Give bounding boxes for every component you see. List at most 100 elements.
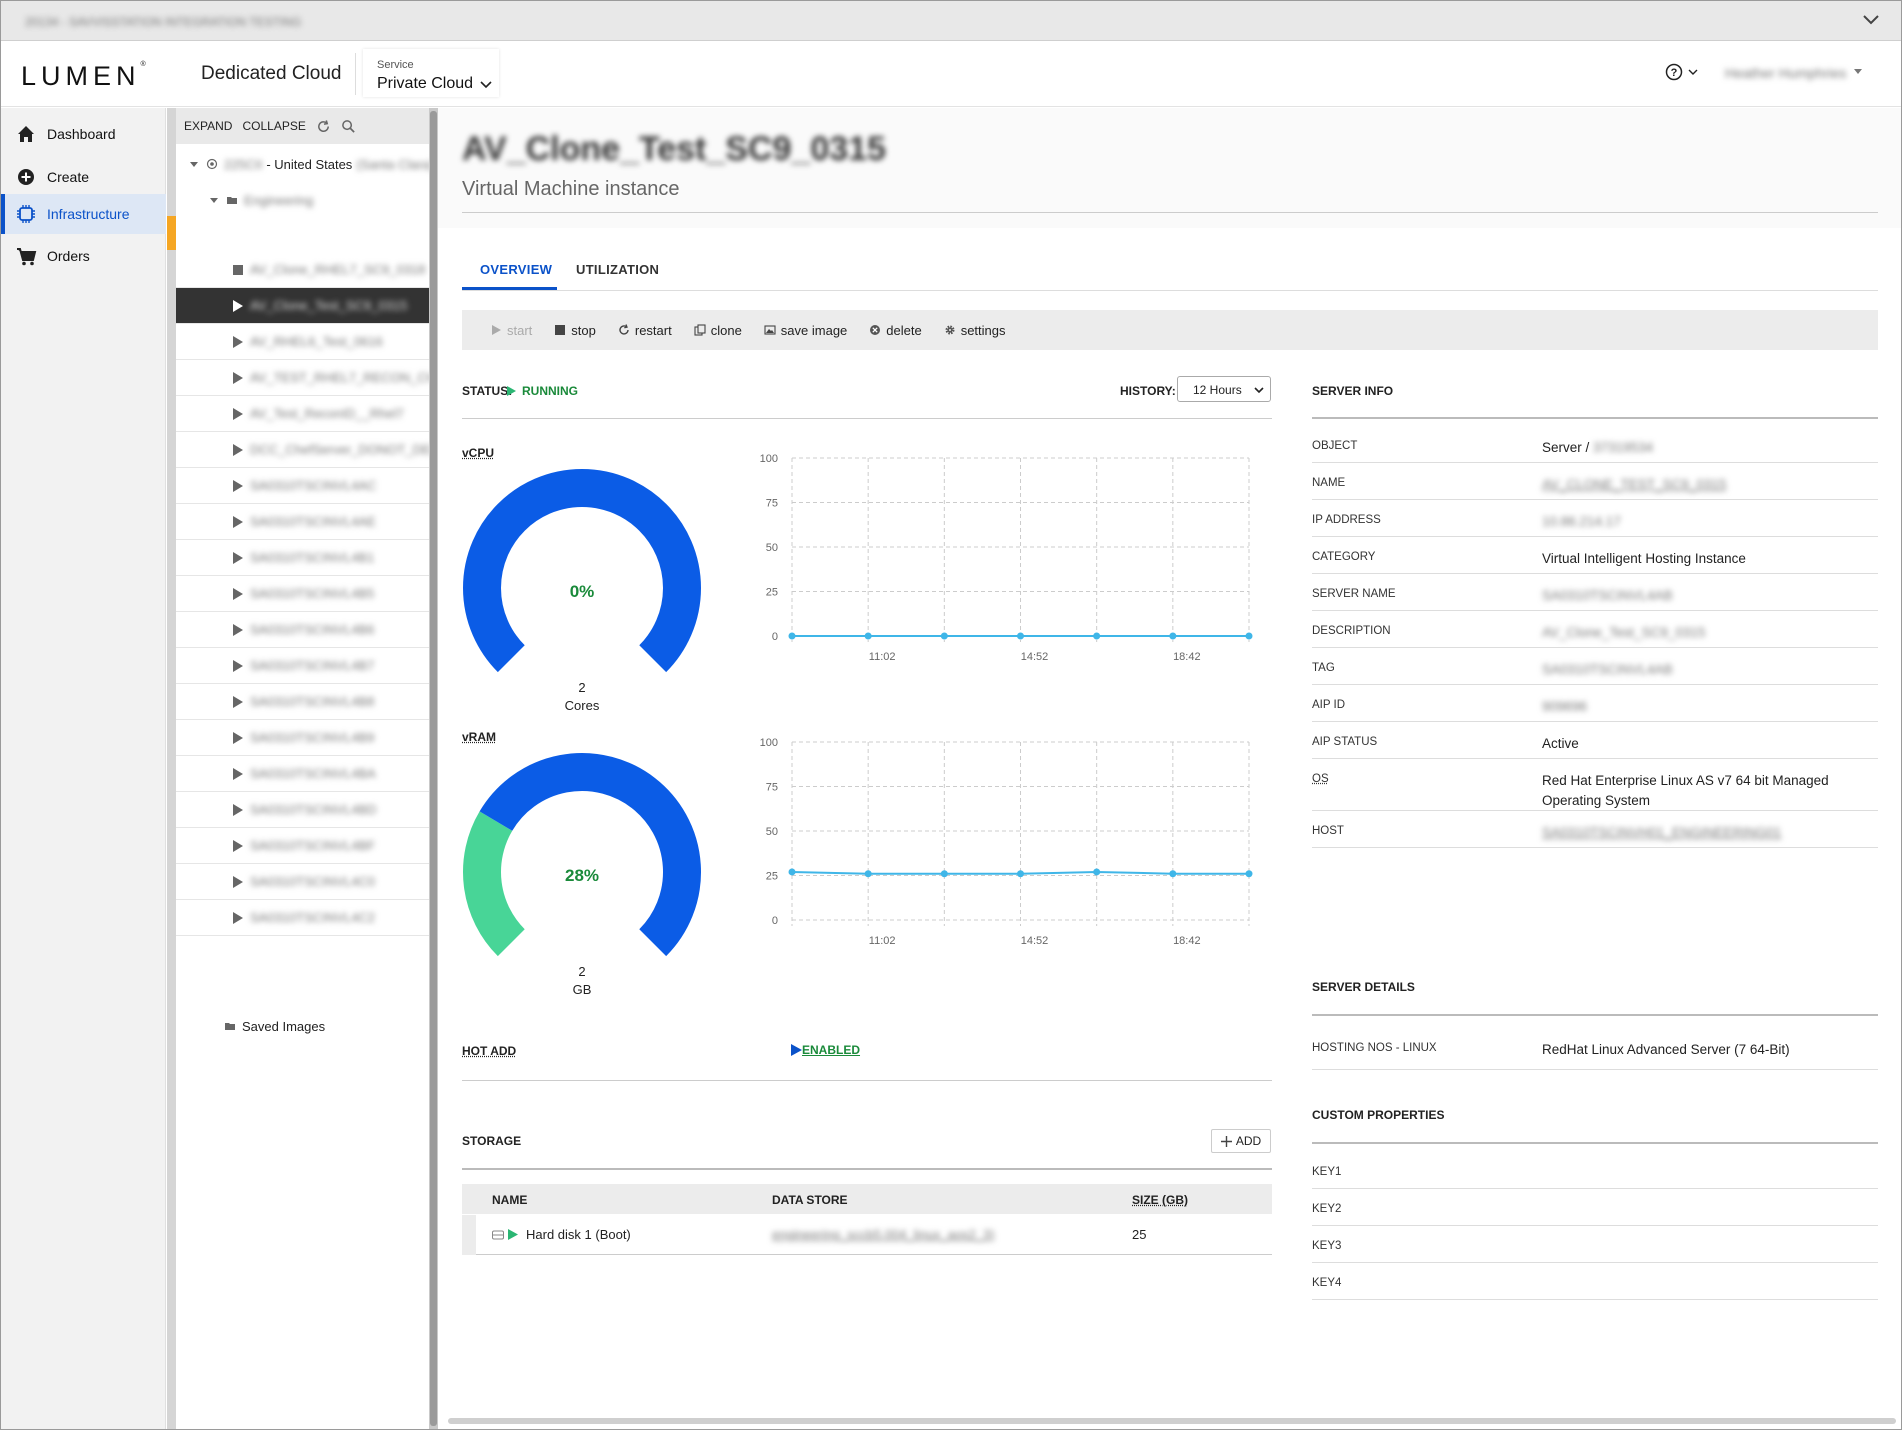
data-point bbox=[940, 632, 948, 640]
chevron-down-icon[interactable] bbox=[1687, 66, 1699, 78]
hot-add-toggle[interactable]: ENABLED bbox=[790, 1043, 860, 1057]
tree-item-label: SA0310TSCINVL4B5 bbox=[250, 586, 375, 601]
tree-item[interactable]: SA0310TSCINVL4C0 bbox=[176, 864, 429, 900]
nav-create[interactable]: Create bbox=[1, 157, 166, 197]
play-icon bbox=[492, 325, 501, 335]
tree-saved-images[interactable]: Saved Images bbox=[176, 1008, 429, 1044]
add-storage-button[interactable]: ADD bbox=[1211, 1129, 1271, 1153]
disk-name: Hard disk 1 (Boot) bbox=[526, 1227, 631, 1242]
tree-highlight-marker bbox=[167, 216, 176, 250]
y-tick-label: 25 bbox=[766, 587, 778, 599]
y-tick-label: 0 bbox=[772, 915, 778, 927]
action-bar: start stop restart clone save image dele… bbox=[462, 310, 1878, 350]
stop-button[interactable]: stop bbox=[554, 323, 596, 338]
data-point bbox=[1169, 870, 1177, 878]
status-label: STATUS: bbox=[462, 384, 513, 398]
nav-orders[interactable]: Orders bbox=[1, 236, 166, 276]
col-size[interactable]: SIZE (GB) bbox=[1132, 1193, 1188, 1207]
storage-label: STORAGE bbox=[462, 1134, 522, 1148]
tree-item[interactable]: SA0310TSCINVL4B6 bbox=[176, 612, 429, 648]
data-point bbox=[1245, 632, 1253, 640]
tab-utilization[interactable]: UTILIZATION bbox=[576, 262, 660, 277]
expand-button[interactable]: EXPAND bbox=[184, 119, 233, 133]
tree-item[interactable]: SA0310TSCINVL4AC bbox=[176, 468, 429, 504]
delete-button[interactable]: delete bbox=[869, 323, 922, 338]
tree-item[interactable]: DCC_ChefServer_DONOT_DEL bbox=[176, 432, 429, 468]
vram-count: 2 bbox=[578, 964, 586, 979]
server-info-key: HOST bbox=[1312, 825, 1344, 837]
nav-label: Create bbox=[47, 169, 90, 185]
server-info-row: DESCRIPTION AV_Clone_Test_SC9_0315 bbox=[1312, 611, 1878, 648]
status-value: RUNNING bbox=[506, 384, 578, 398]
vm-subtitle: Virtual Machine instance bbox=[462, 178, 680, 200]
start-button[interactable]: start bbox=[490, 323, 532, 338]
help-icon[interactable]: ? bbox=[1665, 63, 1683, 81]
col-name[interactable]: NAME bbox=[492, 1193, 528, 1207]
tree-item-label: SA0310TSCINVL4BA bbox=[250, 766, 376, 781]
data-point bbox=[788, 868, 796, 876]
vram-percent: 28% bbox=[564, 866, 600, 885]
tree-item[interactable]: SA0310TSCINVL4BD bbox=[176, 792, 429, 828]
clone-button[interactable]: clone bbox=[694, 323, 742, 338]
chevron-down-icon[interactable] bbox=[1861, 9, 1881, 29]
play-icon bbox=[233, 767, 243, 780]
tree-item[interactable]: AV_Clone_Test_SC9_0315 bbox=[176, 288, 429, 324]
tree-item[interactable]: SA0310TSCINVL4B9 bbox=[176, 720, 429, 756]
data-point bbox=[1093, 632, 1101, 640]
tree-item[interactable]: SA0310TSCINVL4B7 bbox=[176, 648, 429, 684]
tree-item[interactable]: SA0310TSCINVL4BA bbox=[176, 756, 429, 792]
tree-item[interactable]: SA0310TSCINVL4BF bbox=[176, 828, 429, 864]
history-select[interactable]: 12 Hours bbox=[1177, 376, 1271, 402]
nav-infrastructure[interactable]: Infrastructure bbox=[1, 194, 166, 234]
disk-datastore[interactable]: engineering_sccb5.004_linux_aos2_3) bbox=[772, 1227, 995, 1242]
nav-dashboard[interactable]: Dashboard bbox=[1, 114, 166, 154]
lumen-logo[interactable]: LUMEN® bbox=[21, 61, 146, 91]
tree-scrollbar-thumb[interactable] bbox=[430, 111, 437, 1426]
server-info-value-redacted[interactable]: SA0310TSCINVH01_ENGINEERING01 bbox=[1542, 825, 1782, 840]
tree-item[interactable]: AV_Test_ReconID__Rhel7 bbox=[176, 396, 429, 432]
tree-item[interactable]: AV_TEST_RHEL7_RECON_CHE bbox=[176, 360, 429, 396]
tree-item[interactable]: SA0310TSCINVL4AE bbox=[176, 504, 429, 540]
gauge-used-arc bbox=[463, 811, 526, 957]
settings-button[interactable]: settings bbox=[944, 323, 1006, 338]
tree-item[interactable]: SA0310TSCINVL4B5 bbox=[176, 576, 429, 612]
nav-label: Infrastructure bbox=[47, 206, 130, 222]
folder-icon bbox=[227, 197, 237, 204]
tree-item[interactable]: AV_RHEL6_Test_0616 bbox=[176, 324, 429, 360]
restart-button[interactable]: restart bbox=[618, 323, 672, 338]
divider bbox=[1312, 417, 1878, 419]
table-row[interactable]: Hard disk 1 (Boot) engineering_sccb5.004… bbox=[462, 1215, 1272, 1255]
left-nav: Dashboard Create Infrastructure Orders bbox=[1, 108, 166, 1429]
tree-item[interactable]: AV_Clone_RHEL7_SC9_0318 bbox=[176, 252, 429, 288]
col-datastore[interactable]: DATA STORE bbox=[772, 1193, 848, 1207]
data-point bbox=[1169, 632, 1177, 640]
play-icon bbox=[233, 911, 243, 924]
resource-tree: EXPAND COLLAPSE 225CII - United States (… bbox=[167, 108, 429, 1429]
search-icon[interactable] bbox=[341, 119, 356, 134]
chevron-down-icon bbox=[1254, 387, 1264, 394]
service-selector[interactable]: Service Private Cloud bbox=[363, 49, 499, 97]
server-info-value-redacted[interactable]: AV_CLONE_TEST_SC9_0315 bbox=[1542, 477, 1727, 492]
caret-down-icon[interactable] bbox=[1853, 68, 1863, 76]
tree-group[interactable]: Engineering bbox=[176, 182, 429, 218]
save-image-button[interactable]: save image bbox=[764, 323, 847, 338]
tab-overview[interactable]: OVERVIEW bbox=[480, 262, 553, 277]
tree-item[interactable]: SA0310TSCINVL4B8 bbox=[176, 684, 429, 720]
vcpu-count: 2 bbox=[578, 680, 586, 695]
collapse-button[interactable]: COLLAPSE bbox=[242, 119, 306, 133]
refresh-icon[interactable] bbox=[316, 119, 331, 134]
image-icon bbox=[764, 325, 776, 335]
user-menu[interactable]: Heather Humphries bbox=[1725, 65, 1847, 81]
play-icon bbox=[233, 551, 243, 564]
tree-saved-images-label: Saved Images bbox=[242, 1018, 326, 1034]
horizontal-scrollbar[interactable] bbox=[448, 1418, 1896, 1424]
server-info-key: NAME bbox=[1312, 477, 1346, 489]
y-tick-label: 100 bbox=[760, 453, 778, 465]
tree-item[interactable]: SA0310TSCINVL4C2 bbox=[176, 900, 429, 936]
play-icon bbox=[233, 623, 243, 636]
clone-icon bbox=[694, 324, 706, 336]
tree-root[interactable]: 225CII - United States (Santa Clara) bbox=[176, 146, 429, 182]
vram-label: vRAM bbox=[462, 730, 497, 744]
tree-item[interactable]: SA0310TSCINVL4B1 bbox=[176, 540, 429, 576]
server-info-title: SERVER INFO bbox=[1312, 384, 1394, 398]
